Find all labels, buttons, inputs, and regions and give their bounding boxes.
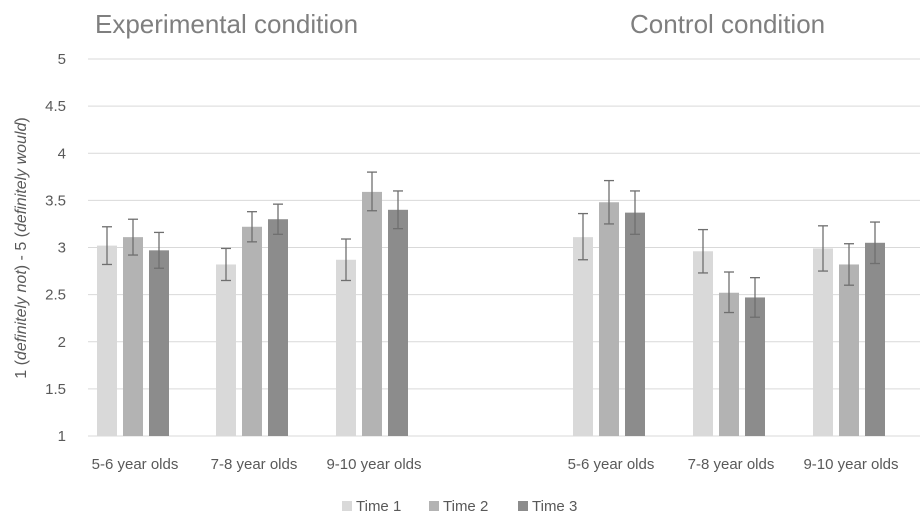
error-bar <box>844 243 854 286</box>
bar <box>97 245 117 436</box>
bar <box>336 259 356 436</box>
bar <box>388 209 408 436</box>
panel-titles: Experimental condition Control condition <box>95 9 825 39</box>
error-bar <box>102 226 112 266</box>
bar <box>216 264 236 436</box>
error-bar <box>273 203 283 235</box>
y-tick-label: 5 <box>58 51 66 68</box>
y-tick-label: 1 <box>58 428 66 445</box>
legend-swatch <box>429 501 439 511</box>
error-bar <box>393 190 403 230</box>
bar <box>745 297 765 436</box>
bar <box>625 212 645 436</box>
legend-swatch <box>518 501 528 511</box>
y-axis-label-part: definitely would <box>13 122 30 233</box>
category-labels: 5-6 year olds 7-8 year olds 9-10 year olds… <box>92 456 899 473</box>
category-label: 7-8 year olds <box>211 456 298 473</box>
bar <box>719 292 739 436</box>
bar <box>362 191 382 436</box>
y-tick-label: 4 <box>58 145 66 162</box>
y-axis-label-part: ) - 5 ( <box>13 231 30 270</box>
category-label: 5-6 year olds <box>92 456 179 473</box>
category-label: 5-6 year olds <box>568 456 655 473</box>
y-axis-label-part: ) <box>13 117 30 122</box>
category-label: 9-10 year olds <box>326 456 421 473</box>
bar <box>865 242 885 436</box>
error-bar <box>698 228 708 274</box>
bar <box>149 250 169 436</box>
category-label: 9-10 year olds <box>803 456 898 473</box>
y-tick-label: 3.5 <box>45 192 66 209</box>
legend-swatch <box>342 501 352 511</box>
error-bar <box>750 277 760 318</box>
bars <box>97 191 885 436</box>
legend: Time 1 Time 2 Time 3 <box>342 498 577 515</box>
gridlines <box>88 58 920 437</box>
bar <box>573 237 593 436</box>
bar <box>693 251 713 436</box>
panel-title: Experimental condition <box>95 9 358 39</box>
error-bar <box>367 171 377 212</box>
y-tick-label: 1.5 <box>45 381 66 398</box>
error-bar <box>818 225 828 272</box>
legend-label: Time 3 <box>532 498 577 515</box>
category-label: 7-8 year olds <box>688 456 775 473</box>
bar <box>813 248 833 436</box>
y-tick-label: 4.5 <box>45 98 66 115</box>
y-axis-label-part: 1 ( <box>13 359 30 378</box>
legend-label: Time 1 <box>356 498 401 515</box>
error-bar <box>154 231 164 269</box>
bar <box>268 219 288 436</box>
y-axis-label: 1 (definitely not) - 5 (definitely would… <box>13 117 30 378</box>
error-bar <box>630 190 640 235</box>
y-tick-label: 3 <box>58 240 66 257</box>
error-bar <box>724 271 734 314</box>
bar <box>839 264 859 436</box>
legend-label: Time 2 <box>443 498 488 515</box>
bar <box>599 202 619 436</box>
error-bars <box>102 171 880 318</box>
y-tick-label: 2 <box>58 334 66 351</box>
y-axis-ticks: 1 1.5 2 2.5 3 3.5 4 4.5 5 <box>45 51 66 445</box>
error-bar <box>247 211 257 243</box>
y-axis-label-group: 1 (definitely not) - 5 (definitely would… <box>13 117 30 378</box>
panel-title: Control condition <box>630 9 825 39</box>
error-bar <box>221 247 231 282</box>
error-bar <box>341 238 351 282</box>
y-tick-label: 2.5 <box>45 287 66 304</box>
error-bar <box>604 179 614 225</box>
error-bar <box>578 212 588 261</box>
error-bar <box>128 218 138 256</box>
y-axis-label-part: definitely not <box>13 270 30 360</box>
bar <box>242 226 262 436</box>
bar <box>123 237 143 436</box>
error-bar <box>870 221 880 265</box>
